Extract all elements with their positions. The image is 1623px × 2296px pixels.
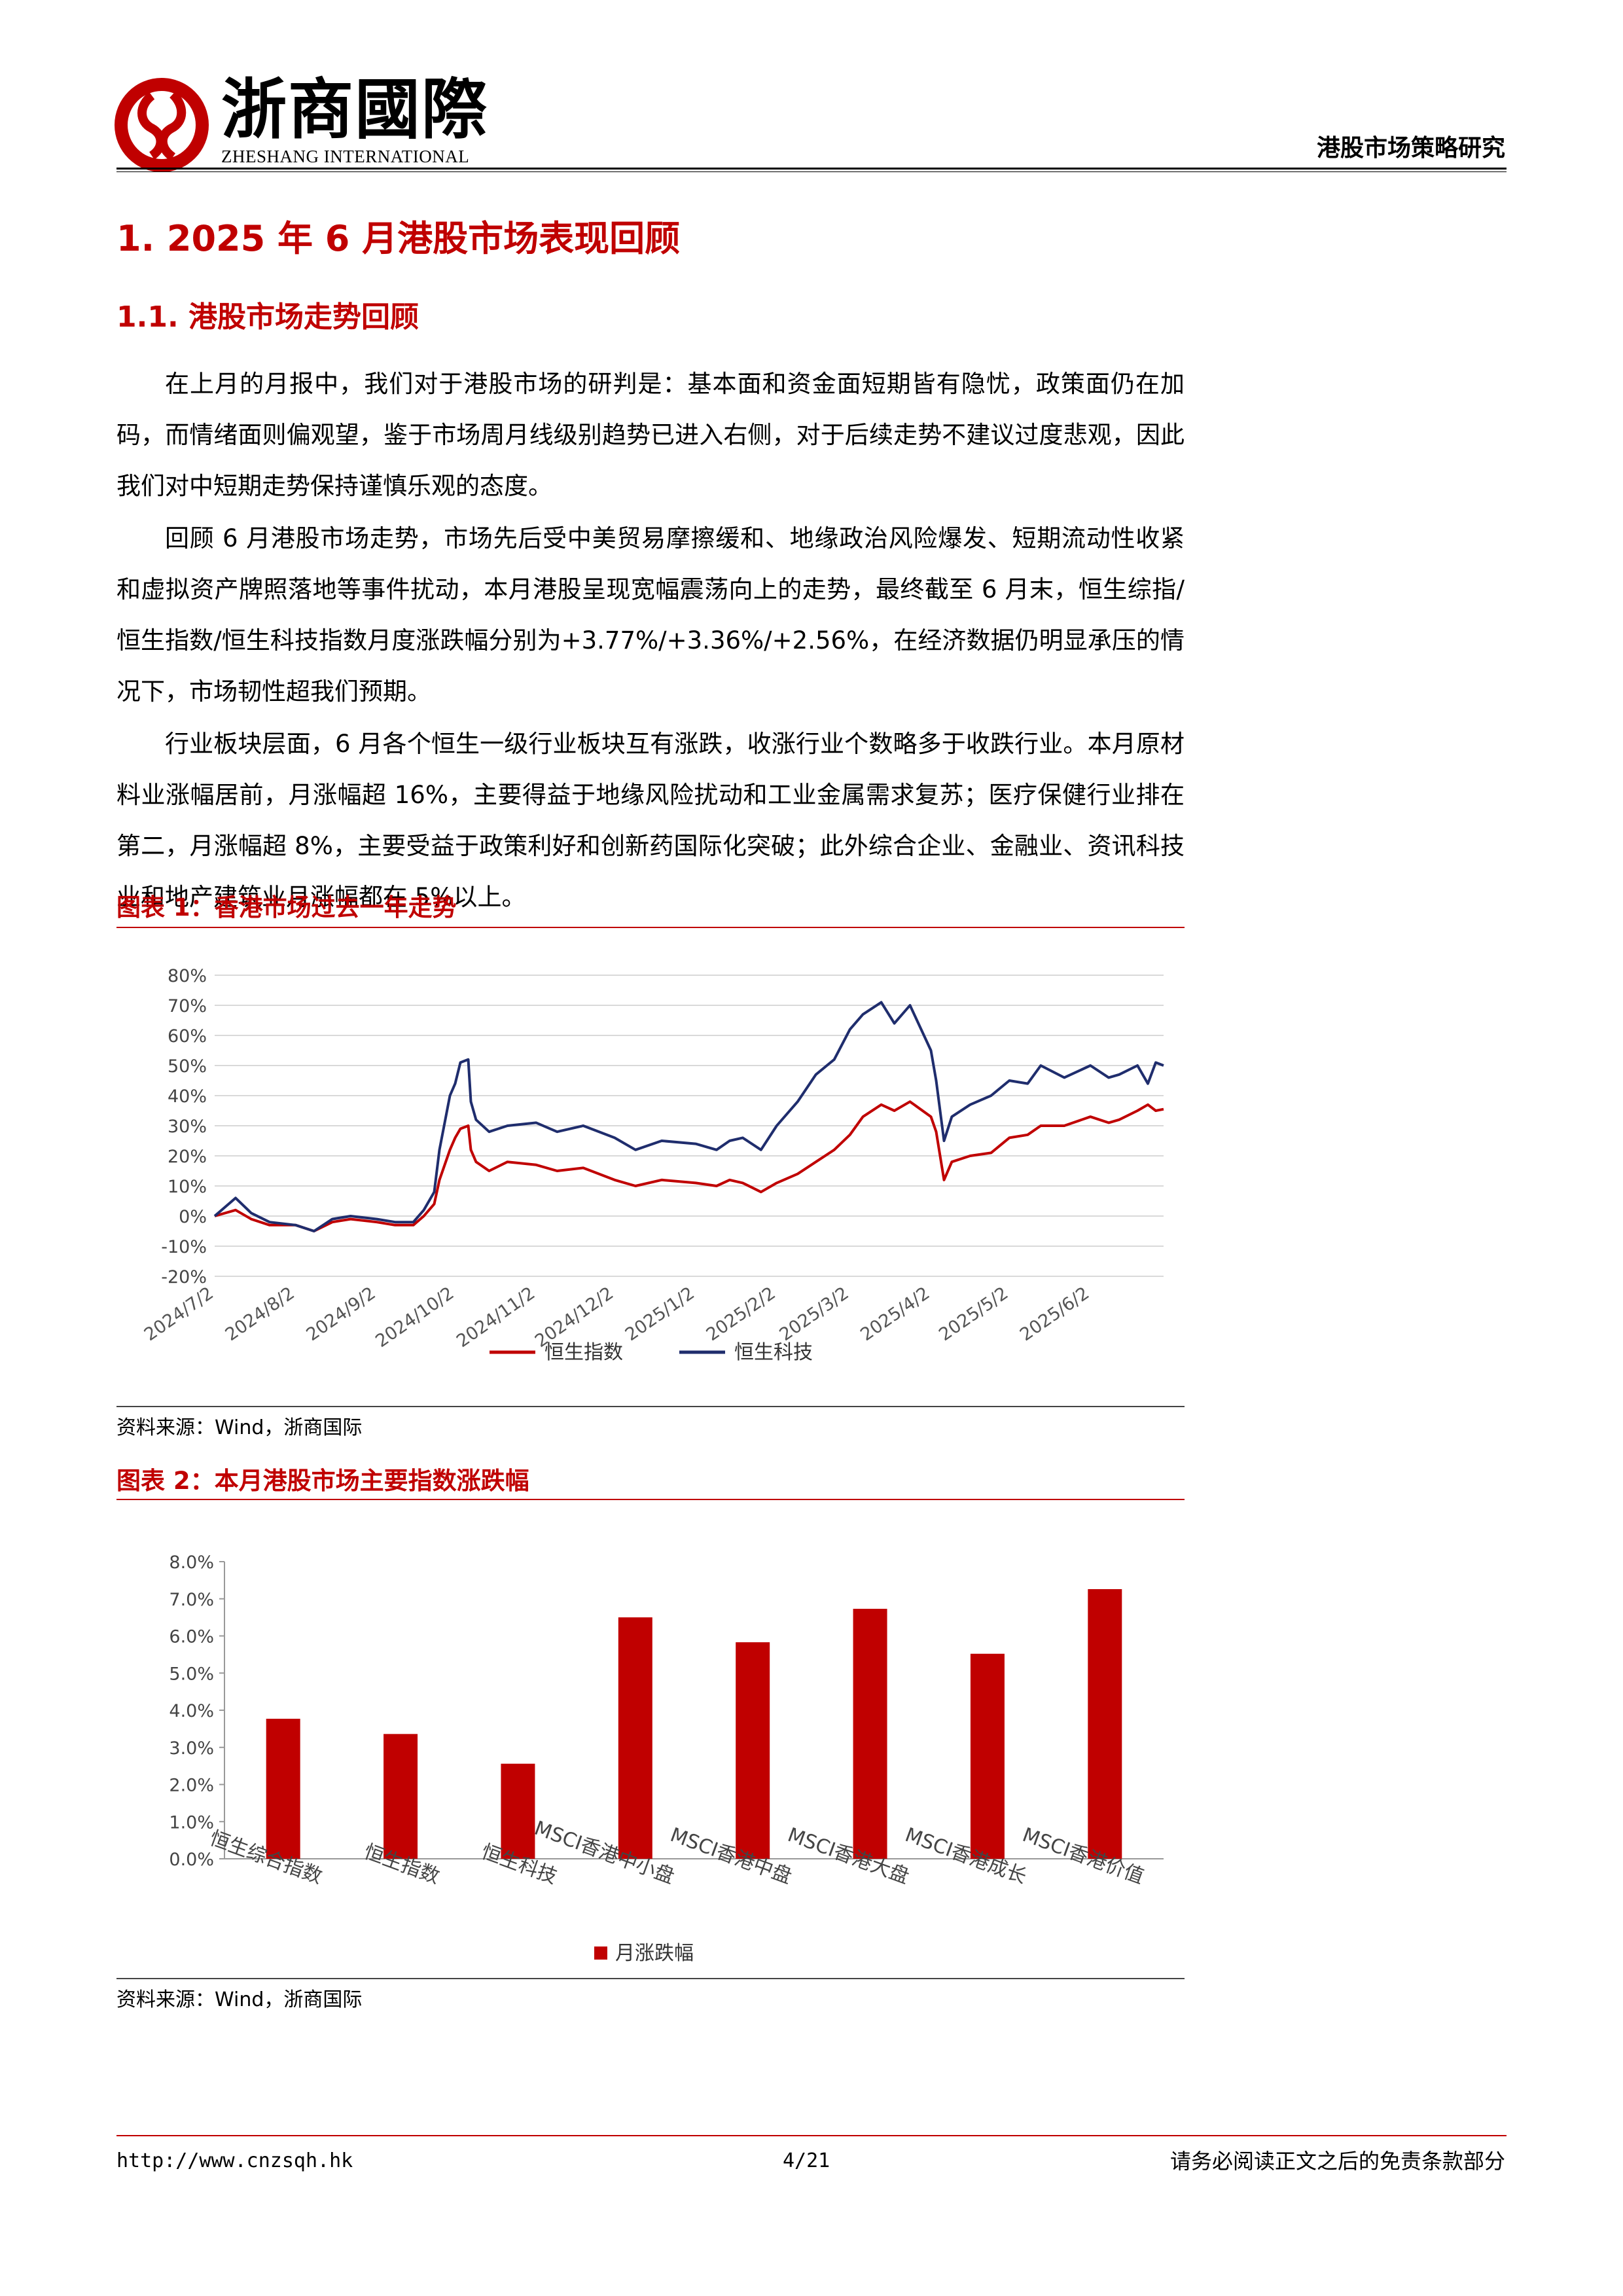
legend-label: 恒生指数 (544, 1341, 623, 1364)
y-tick-label: -10% (161, 1237, 207, 1257)
y-tick-label: 20% (168, 1147, 207, 1167)
footer-divider (116, 2135, 1507, 2136)
y-tick-label: 0% (179, 1207, 207, 1227)
x-tick-label: 2025/3/2 (776, 1283, 853, 1345)
y-tick-label: 2.0% (169, 1776, 214, 1796)
x-tick-label: 2024/7/2 (141, 1283, 217, 1345)
x-tick-label: MSCI香港中盘 (667, 1823, 794, 1888)
series-line-1 (213, 1001, 1164, 1232)
line-chart: 80% 70% 60% 50% 40% 30% 20% 10% 0% -10% -20% 2024/… (141, 966, 1164, 1364)
y-tick-label: 3.0% (169, 1738, 214, 1759)
x-tick-label: 2024/10/2 (372, 1283, 457, 1352)
y-tick-label: 60% (168, 1026, 207, 1047)
bar-chart: 8.0%7.0%6.0%5.0%4.0%3.0%2.0%1.0%0.0% 恒生综… (169, 1552, 1164, 1965)
y-tick-label: 7.0% (169, 1590, 214, 1610)
x-tick-label: 2025/5/2 (935, 1283, 1012, 1345)
bar (736, 1642, 770, 1859)
y-tick-label: 70% (168, 996, 207, 1016)
figure-2-bottom-rule (116, 1978, 1185, 1979)
paragraph-2: 回顾 6 月港股市场走势，市场先后受中美贸易摩擦缓和、地缘政治风险爆发、短期流动… (116, 524, 1185, 706)
x-tick-label: 2024/8/2 (222, 1283, 298, 1345)
y-tick-label: 10% (168, 1177, 207, 1197)
logo-chinese-name: 浙商國際 (221, 71, 488, 148)
y-tick-label: -20% (161, 1267, 207, 1287)
figure-1-top-rule (116, 927, 1185, 928)
brand-logo-icon (115, 78, 209, 172)
figure-2-source: 资料来源：Wind，浙商国际 (116, 1988, 363, 2011)
x-tick-label: MSCI香港价值 (1020, 1823, 1147, 1888)
header-divider-thin (116, 171, 1507, 172)
figure-1-bottom-rule (116, 1406, 1185, 1407)
section-heading: 1. 2025 年 6 月港股市场表现回顾 (116, 218, 681, 259)
bar (853, 1609, 887, 1859)
figure-2-title: 图表 2：本月港股市场主要指数涨跌幅 (116, 1467, 529, 1495)
legend-label: 月涨跌幅 (615, 1942, 694, 1965)
logo-english-name: ZHESHANG INTERNATIONAL (221, 147, 470, 166)
x-tick-label: 2025/4/2 (857, 1283, 933, 1345)
x-tick-label: MSCI香港成长 (902, 1823, 1029, 1888)
figure-1-title: 图表 1：香港市场过去一年走势 (116, 893, 457, 922)
bar (266, 1719, 300, 1859)
series-line-0 (214, 1100, 1164, 1232)
x-tick-label: MSCI香港大盘 (785, 1823, 912, 1888)
paragraph-1: 在上月的月报中，我们对于港股市场的研判是：基本面和资金面短期皆有隐忧，政策面仍在… (116, 370, 1185, 500)
figure-2-top-rule (116, 1499, 1185, 1500)
page-number: 4/21 (783, 2149, 830, 2172)
bar (383, 1734, 418, 1859)
y-tick-label: 30% (168, 1117, 207, 1137)
x-tick-label: 2025/6/2 (1016, 1283, 1093, 1345)
figure-1-source: 资料来源：Wind，浙商国际 (116, 1416, 363, 1439)
y-tick-label: 0.0% (169, 1850, 214, 1870)
y-tick-label: 6.0% (169, 1627, 214, 1647)
y-tick-label: 4.0% (169, 1701, 214, 1721)
bar (1088, 1588, 1122, 1859)
y-tick-label: 5.0% (169, 1664, 214, 1684)
legend-label: 恒生科技 (734, 1341, 813, 1364)
x-tick-label: 2024/9/2 (303, 1283, 380, 1345)
x-tick-label: 2024/11/2 (453, 1283, 539, 1352)
subsection-heading: 1.1. 港股市场走势回顾 (116, 300, 419, 334)
y-tick-label: 1.0% (169, 1812, 214, 1833)
header-divider (116, 168, 1507, 170)
y-tick-label: 50% (168, 1056, 207, 1077)
bar (618, 1617, 652, 1859)
footer-url[interactable]: http://www.cnzsqh.hk (116, 2149, 353, 2172)
y-tick-label: 80% (168, 966, 207, 986)
footer-disclaimer: 请务必阅读正文之后的免责条款部分 (1169, 2149, 1505, 2174)
legend-swatch (594, 1946, 607, 1960)
x-tick-label: 2025/2/2 (703, 1283, 779, 1345)
y-tick-label: 40% (168, 1086, 207, 1107)
bar (970, 1653, 1005, 1859)
y-tick-label: 8.0% (169, 1552, 214, 1573)
report-type: 港股市场策略研究 (1316, 135, 1505, 162)
bar (501, 1763, 535, 1859)
paragraph-3: 行业板块层面，6 月各个恒生一级行业板块互有涨跌，收涨行业个数略多于收跌行业。本… (116, 730, 1185, 911)
x-tick-label: 2025/1/2 (622, 1283, 698, 1345)
